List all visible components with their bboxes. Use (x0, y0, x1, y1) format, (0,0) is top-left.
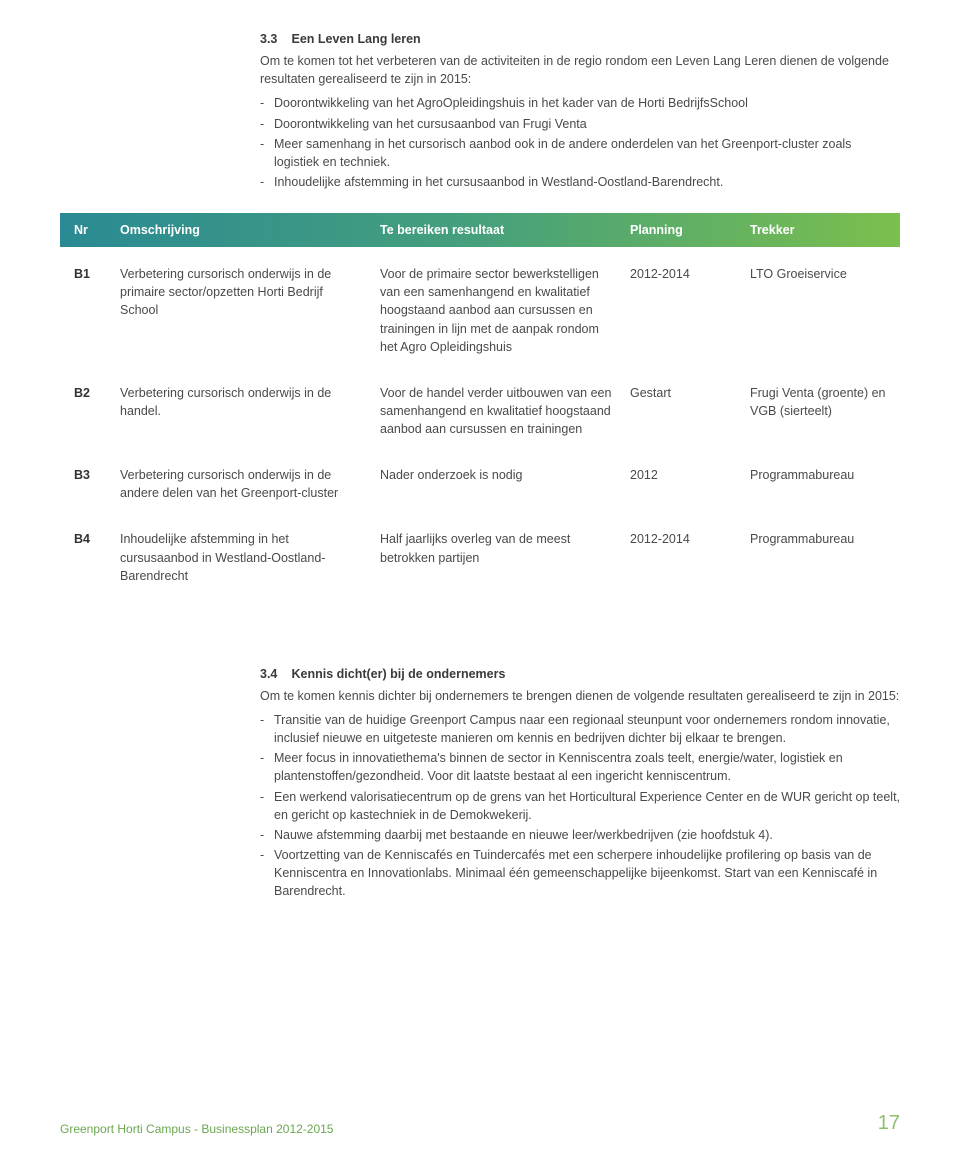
th-omschrijving: Omschrijving (120, 221, 380, 239)
section-3-3-heading: 3.3 Een Leven Lang leren (260, 30, 900, 48)
section-3-4-intro: Om te komen kennis dichter bij onderneme… (260, 687, 900, 705)
heading-number: 3.4 (260, 665, 288, 683)
section-3-4: 3.4 Kennis dicht(er) bij de ondernemers … (260, 665, 900, 901)
list-item: Doorontwikkeling van het cursusaanbod va… (260, 115, 900, 133)
cell-nr: B3 (74, 466, 120, 484)
footer-title: Greenport Horti Campus - Businessplan 20… (60, 1121, 333, 1138)
table-row: B4 Inhoudelijke afstemming in het cursus… (60, 512, 900, 594)
section-3-3: 3.3 Een Leven Lang leren Om te komen tot… (260, 30, 900, 191)
cell-nr: B1 (74, 265, 120, 283)
section-3-4-heading: 3.4 Kennis dicht(er) bij de ondernemers (260, 665, 900, 683)
list-item: Nauwe afstemming daarbij met bestaande e… (260, 826, 900, 844)
section-3-3-intro: Om te komen tot het verbeteren van de ac… (260, 52, 900, 88)
table-row: B1 Verbetering cursorisch onderwijs in d… (60, 247, 900, 366)
cell-desc: Verbetering cursorisch onderwijs in de a… (120, 466, 380, 502)
cell-nr: B4 (74, 530, 120, 548)
cell-trek: Programmabureau (750, 530, 886, 548)
cell-desc: Verbetering cursorisch onderwijs in de h… (120, 384, 380, 420)
heading-number: 3.3 (260, 30, 288, 48)
cell-desc: Verbetering cursorisch onderwijs in de p… (120, 265, 380, 319)
cell-res: Half jaarlijks overleg van de meest betr… (380, 530, 630, 566)
cell-res: Nader onderzoek is nodig (380, 466, 630, 484)
list-item: Doorontwikkeling van het AgroOpleidingsh… (260, 94, 900, 112)
cell-plan: 2012-2014 (630, 265, 750, 283)
th-planning: Planning (630, 221, 750, 239)
list-item: Transitie van de huidige Greenport Campu… (260, 711, 900, 747)
heading-title: Een Leven Lang leren (291, 32, 420, 46)
heading-title: Kennis dicht(er) bij de ondernemers (291, 667, 505, 681)
table-row: B2 Verbetering cursorisch onderwijs in d… (60, 366, 900, 448)
cell-nr: B2 (74, 384, 120, 402)
th-nr: Nr (74, 221, 120, 239)
cell-plan: 2012 (630, 466, 750, 484)
cell-res: Voor de handel verder uitbouwen van een … (380, 384, 630, 438)
th-trekker: Trekker (750, 221, 886, 239)
cell-res: Voor de primaire sector bewerkstelligen … (380, 265, 630, 356)
cell-desc: Inhoudelijke afstemming in het cursusaan… (120, 530, 380, 584)
cell-plan: Gestart (630, 384, 750, 402)
table-row: B3 Verbetering cursorisch onderwijs in d… (60, 448, 900, 512)
page-footer: Greenport Horti Campus - Businessplan 20… (60, 1109, 900, 1138)
table-header-band: Nr Omschrijving Te bereiken resultaat Pl… (60, 213, 900, 247)
list-item: Inhoudelijke afstemming in het cursusaan… (260, 173, 900, 191)
list-item: Een werkend valorisatiecentrum op de gre… (260, 788, 900, 824)
list-item: Meer focus in innovatiethema's binnen de… (260, 749, 900, 785)
section-3-4-bullets: Transitie van de huidige Greenport Campu… (260, 711, 900, 900)
th-resultaat: Te bereiken resultaat (380, 221, 630, 239)
cell-trek: LTO Groeiservice (750, 265, 886, 283)
list-item: Voortzetting van de Kenniscafés en Tuind… (260, 846, 900, 900)
cell-trek: Frugi Venta (groente) en VGB (sierteelt) (750, 384, 886, 420)
list-item: Meer samenhang in het cursorisch aanbod … (260, 135, 900, 171)
cell-trek: Programmabureau (750, 466, 886, 484)
section-3-3-bullets: Doorontwikkeling van het AgroOpleidingsh… (260, 94, 900, 191)
cell-plan: 2012-2014 (630, 530, 750, 548)
footer-page-number: 17 (878, 1109, 900, 1138)
